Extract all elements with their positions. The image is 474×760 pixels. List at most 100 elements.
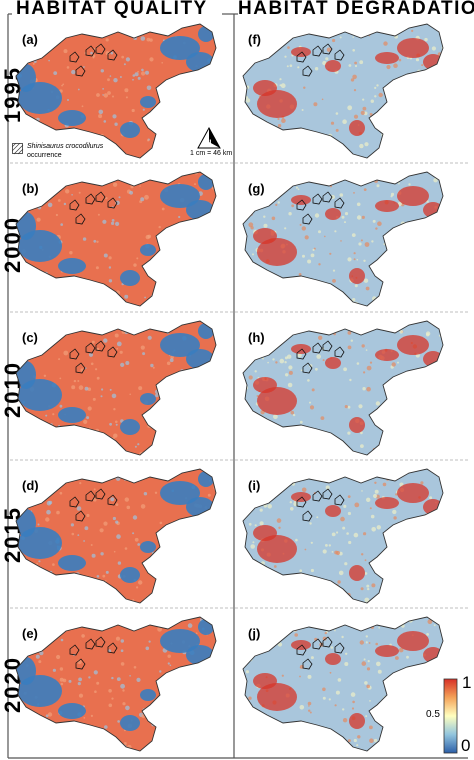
map-texture-dot xyxy=(124,547,128,550)
map-texture-dot xyxy=(398,452,401,455)
species-name: Shinisaurus crocodilurus xyxy=(27,143,104,150)
map-texture-dot xyxy=(314,213,320,218)
map-texture-dot xyxy=(16,537,19,541)
degradation-map-2020 xyxy=(242,613,444,752)
map-texture-dot xyxy=(110,51,114,55)
map-texture-dot xyxy=(332,269,336,272)
map-texture-dot xyxy=(443,445,446,448)
map-texture-dot xyxy=(373,493,378,499)
map-texture-dot xyxy=(148,166,151,168)
map-texture-dot xyxy=(172,388,174,391)
map-texture-dot xyxy=(344,662,349,666)
map-texture-dot xyxy=(112,24,115,27)
map-texture-dot xyxy=(67,99,69,101)
map-texture-dot xyxy=(45,517,50,522)
low-quality-area xyxy=(58,258,86,274)
map-texture-dot xyxy=(10,374,13,377)
map-texture-dot xyxy=(273,565,277,568)
map-texture-dot xyxy=(290,410,295,415)
map-texture-dot xyxy=(245,487,248,490)
map-texture-dot xyxy=(40,443,43,445)
map-texture-dot xyxy=(253,340,258,346)
map-texture-dot xyxy=(123,317,125,319)
map-texture-dot xyxy=(335,690,340,695)
map-texture-dot xyxy=(283,613,286,616)
map-texture-dot xyxy=(181,440,184,443)
map-texture-dot xyxy=(61,84,63,87)
map-texture-dot xyxy=(10,85,12,88)
map-texture-dot xyxy=(364,142,369,147)
map-texture-dot xyxy=(285,469,290,471)
map-texture-dot xyxy=(208,270,211,273)
map-texture-dot xyxy=(248,588,253,592)
map-texture-dot xyxy=(48,299,51,303)
map-texture-dot xyxy=(17,613,19,615)
map-texture-dot xyxy=(443,545,447,549)
map-texture-dot xyxy=(257,576,262,581)
map-texture-dot xyxy=(348,64,352,67)
map-texture-dot xyxy=(116,347,119,350)
map-texture-dot xyxy=(47,202,53,208)
map-texture-dot xyxy=(214,237,216,240)
map-texture-dot xyxy=(277,442,281,446)
map-texture-dot xyxy=(237,482,240,485)
map-texture-dot xyxy=(43,374,47,377)
map-texture-dot xyxy=(38,660,42,664)
map-texture-dot xyxy=(174,469,178,472)
map-texture-dot xyxy=(217,444,220,447)
map-texture-dot xyxy=(405,586,411,592)
map-texture-dot xyxy=(314,67,319,71)
map-texture-dot xyxy=(334,149,337,152)
map-texture-dot xyxy=(260,177,265,182)
map-texture-dot xyxy=(364,681,368,685)
map-texture-dot xyxy=(352,49,355,52)
map-texture-dot xyxy=(420,481,424,485)
map-texture-dot xyxy=(120,683,125,689)
map-texture-dot xyxy=(404,617,408,620)
map-texture-dot xyxy=(255,120,260,126)
map-texture-dot xyxy=(182,423,184,425)
map-texture-dot xyxy=(187,559,190,562)
map-texture-dot xyxy=(59,677,64,682)
degradation-map-2010 xyxy=(242,320,446,456)
map-texture-dot xyxy=(385,236,391,241)
map-texture-dot xyxy=(413,372,417,376)
map-texture-dot xyxy=(332,38,336,43)
map-texture-dot xyxy=(330,143,333,147)
map-texture-dot xyxy=(255,178,259,182)
map-texture-dot xyxy=(296,578,299,582)
map-texture-dot xyxy=(389,241,393,245)
map-texture-dot xyxy=(108,300,113,306)
map-texture-dot xyxy=(79,482,82,485)
map-texture-dot xyxy=(112,516,116,521)
map-texture-dot xyxy=(125,20,128,23)
map-texture-dot xyxy=(129,393,131,396)
map-texture-dot xyxy=(292,450,296,455)
map-texture-dot xyxy=(335,550,341,556)
map-texture-dot xyxy=(78,693,84,698)
map-texture-dot xyxy=(408,405,411,408)
map-texture-dot xyxy=(90,51,93,55)
map-texture-dot xyxy=(391,147,395,151)
map-texture-dot xyxy=(284,447,289,452)
map-texture-dot xyxy=(207,532,210,536)
map-texture-dot xyxy=(275,203,278,206)
map-texture-dot xyxy=(125,96,128,99)
map-texture-dot xyxy=(33,716,36,719)
map-texture-dot xyxy=(295,436,300,442)
map-texture-dot xyxy=(248,25,252,29)
map-texture-dot xyxy=(390,87,393,91)
map-texture-dot xyxy=(19,748,22,750)
map-texture-dot xyxy=(437,285,442,290)
map-texture-dot xyxy=(209,375,215,381)
map-texture-dot xyxy=(269,291,272,294)
low-quality-area xyxy=(160,629,200,653)
region-outline xyxy=(242,171,444,307)
map-texture-dot xyxy=(16,633,18,638)
map-texture-dot xyxy=(204,663,207,666)
map-texture-dot xyxy=(360,110,365,115)
map-texture-dot xyxy=(419,150,423,154)
panel-label-f: (f) xyxy=(248,32,261,47)
map-texture-dot xyxy=(291,204,295,208)
occurrence-polygon xyxy=(95,488,106,500)
